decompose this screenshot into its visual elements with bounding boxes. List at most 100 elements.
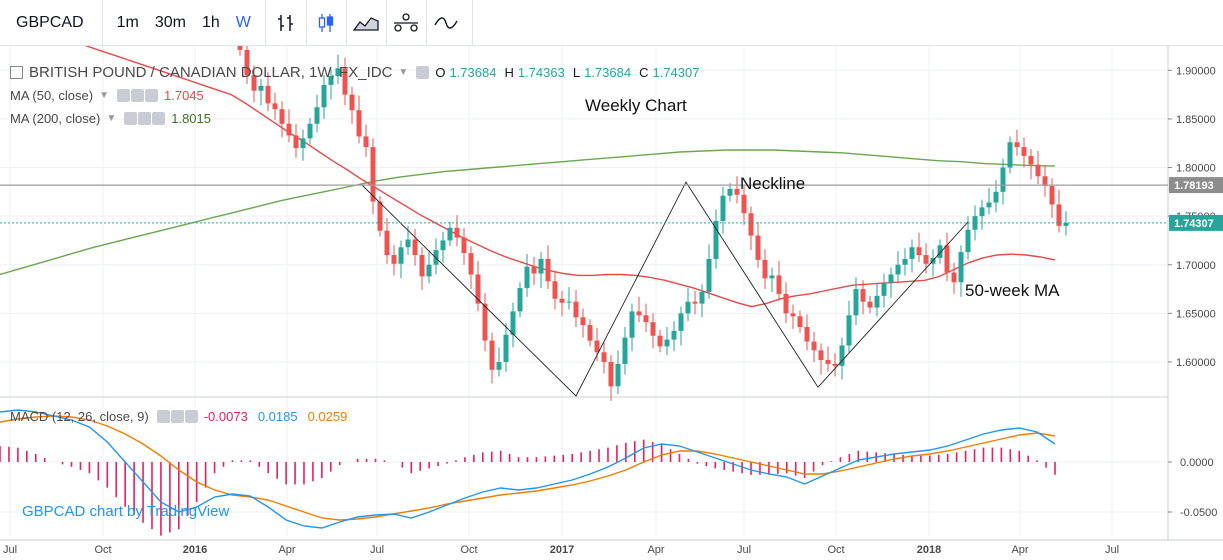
macd-line-value: 0.0185 <box>257 409 298 424</box>
eye-icon[interactable] <box>156 410 170 423</box>
candle-body <box>986 202 992 208</box>
candle-body <box>657 335 663 347</box>
candle-body <box>279 109 285 124</box>
timeframe-weekly[interactable]: W <box>235 13 251 31</box>
candle-body <box>650 322 656 336</box>
candle-body <box>748 213 754 236</box>
timeframe-group: 1m 30m 1h W <box>103 0 266 46</box>
ma50-settings[interactable] <box>117 89 158 102</box>
candle-body <box>734 188 740 195</box>
macd-settings[interactable] <box>156 410 198 423</box>
indicators-icon[interactable] <box>425 0 466 46</box>
timeframe-1h[interactable]: 1h <box>201 13 220 31</box>
gear-icon[interactable] <box>131 89 144 102</box>
candles-icon[interactable] <box>305 0 346 46</box>
candle-body <box>321 84 327 108</box>
candle-body <box>314 107 320 124</box>
candle-body <box>1000 167 1006 192</box>
bars-icon[interactable] <box>266 0 306 46</box>
eye-icon[interactable] <box>124 112 138 125</box>
legend-title: BRITISH POUND / CANADIAN DOLLAR, 1W, FX_… <box>29 64 393 81</box>
close-value: 1.74307 <box>652 65 700 80</box>
weekly-chart-annotation: Weekly Chart <box>585 96 687 115</box>
last-price-label: 1.74307 <box>1174 218 1214 230</box>
ma200-settings[interactable] <box>124 112 166 125</box>
chevron-down-icon[interactable]: ▼ <box>99 90 109 101</box>
gear-icon[interactable] <box>170 410 184 423</box>
candle-body <box>545 258 551 282</box>
time-tick-label: Oct <box>827 544 844 556</box>
time-tick-label: 2017 <box>550 544 574 556</box>
timeframe-30m[interactable]: 30m <box>154 13 186 31</box>
chevron-down-icon[interactable]: ▼ <box>398 67 409 78</box>
candle-body <box>510 311 516 335</box>
candle-body <box>895 264 901 275</box>
candle-body <box>860 289 866 302</box>
candle-body <box>944 245 950 273</box>
candle-body <box>461 237 467 254</box>
candle-body <box>293 135 299 149</box>
candle-body <box>867 301 873 308</box>
close-icon[interactable] <box>145 89 158 102</box>
candle-body <box>902 258 908 265</box>
toolbar-divider <box>471 0 473 46</box>
eye-icon[interactable] <box>117 89 130 102</box>
candle-body <box>489 340 495 370</box>
macd-hist-value: -0.0073 <box>203 409 248 424</box>
chart-type-group <box>266 0 466 46</box>
candle-body <box>349 94 355 111</box>
price-chart[interactable]: 1.900001.850001.800001.750001.700001.650… <box>0 46 1223 560</box>
candle-body <box>496 361 502 370</box>
main-legend: BRITISH POUND / CANADIAN DOLLAR, 1W, FX_… <box>10 64 699 81</box>
macd-signal-value: 0.0259 <box>307 409 348 424</box>
candle-body <box>454 227 460 238</box>
legend-settings[interactable] <box>416 66 430 79</box>
candle-body <box>699 291 705 304</box>
candle-body <box>1035 164 1041 177</box>
candle-body <box>832 363 838 366</box>
candle-body <box>335 68 341 77</box>
candle-body <box>503 334 509 362</box>
area-icon[interactable] <box>345 0 386 46</box>
candle-body <box>601 352 607 362</box>
candle-body <box>377 201 383 231</box>
candle-body <box>475 274 481 304</box>
candle-body <box>517 288 523 312</box>
candle-body <box>951 272 957 283</box>
candle-body <box>1007 142 1013 168</box>
macd-tick-label: -0.0500 <box>1180 507 1217 519</box>
macd-tick-label: 0.0000 <box>1180 457 1214 469</box>
symbol-search[interactable]: GBPCAD <box>0 0 103 46</box>
timeframe-1m[interactable]: 1m <box>116 13 139 31</box>
candle-body <box>916 247 922 256</box>
candle-body <box>720 195 726 221</box>
candle-body <box>286 123 292 136</box>
ma50-value: 1.7045 <box>164 88 204 103</box>
time-tick-label: Jul <box>737 544 751 556</box>
candles <box>237 46 1069 401</box>
collapse-icon[interactable] <box>10 66 23 79</box>
time-tick-label: Oct <box>460 544 477 556</box>
candle-body <box>804 326 810 342</box>
price-tick-label: 1.85000 <box>1176 114 1216 126</box>
candle-body <box>398 247 404 264</box>
eye-icon[interactable] <box>416 66 430 79</box>
candle-body <box>790 313 796 317</box>
candle-body <box>881 283 887 296</box>
gear-icon[interactable] <box>138 112 152 125</box>
candle-body <box>797 316 803 327</box>
chevron-down-icon[interactable]: ▼ <box>106 113 117 124</box>
close-icon[interactable] <box>184 410 198 423</box>
compare-icon[interactable] <box>385 0 426 46</box>
candle-body <box>762 259 768 279</box>
candle-body <box>412 239 418 256</box>
candle-body <box>818 350 824 361</box>
close-icon[interactable] <box>152 112 166 125</box>
candle-body <box>643 315 649 323</box>
annotations: Weekly Chart Neckline 50-week MA GBPCAD cha… <box>22 96 1060 520</box>
candle-body <box>608 361 614 387</box>
candle-body <box>272 103 278 110</box>
candle-body <box>307 123 313 139</box>
candle-body <box>783 293 789 314</box>
candle-body <box>251 75 257 91</box>
